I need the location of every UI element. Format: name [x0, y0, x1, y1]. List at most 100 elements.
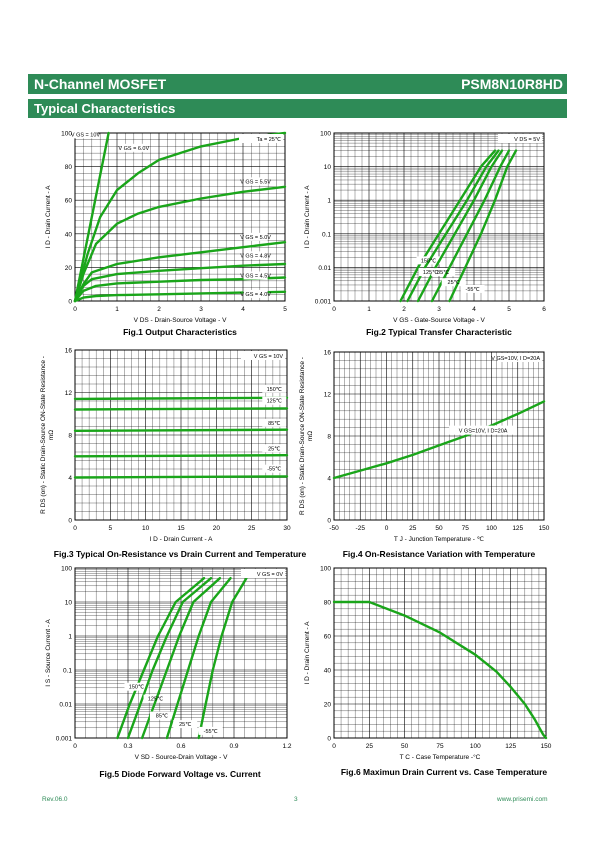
fig6-xtick: 50 — [401, 743, 409, 750]
fig5-ytick: 100 — [61, 566, 72, 573]
fig1-ytick: 0 — [68, 299, 72, 306]
fig3-series-1 — [73, 407, 289, 411]
fig1-annotation: Ta = 25℃ — [257, 137, 282, 143]
fig2-ytick: 100 — [320, 131, 331, 138]
fig1-series-label: V GS = 4.0V — [240, 292, 271, 298]
fig4-chart — [332, 351, 546, 521]
fig4-annotation-bg2 — [449, 425, 518, 435]
fig3-series-label: -55℃ — [267, 467, 282, 473]
fig6-xtick: 150 — [541, 743, 552, 750]
fig1-ytick: 100 — [61, 131, 72, 138]
fig1-series-4 — [73, 262, 287, 303]
fig3-xlabel: I D - Drain Current - A — [150, 536, 214, 543]
fig2-xtick: 0 — [332, 306, 336, 313]
fig3-ytick: 16 — [65, 348, 73, 355]
fig5-series-0 — [116, 577, 206, 740]
fig5-ytick: 10 — [65, 600, 73, 607]
fig5-caption: Fig.5 Diode Forward Voltage vs. Current — [99, 769, 261, 779]
fig4-ylabel: R DS (on) - Static Drain-Source ON-State… — [299, 357, 306, 515]
fig4-annotation-bg — [498, 353, 542, 362]
fig2-ylabel: I D - Drain Current - A — [304, 185, 311, 249]
fig1-xtick: 1 — [115, 306, 119, 313]
fig1-frame — [74, 132, 286, 302]
fig4-xtick: 25 — [409, 525, 417, 532]
fig1-caption: Fig.1 Output Characteristics — [123, 327, 237, 337]
fig6-ylabel: I D - Drain Current - A — [304, 621, 311, 685]
fig3-ytick: 4 — [68, 475, 72, 482]
fig1-xtick: 4 — [241, 306, 245, 313]
fig2-annotation: V DS = 5V — [514, 137, 540, 143]
fig5-ytick: 1 — [68, 634, 72, 641]
fig4-xtick: 0 — [385, 525, 389, 532]
fig1-series-label: V GS = 5.0V — [240, 235, 271, 241]
fig4-xtick: 75 — [462, 525, 470, 532]
fig5-annotation-bg — [241, 569, 285, 578]
fig1-ytick: 20 — [65, 265, 73, 272]
fig3-annotation-bg — [241, 351, 285, 360]
fig2-caption: Fig.2 Typical Transfer Characteristic — [366, 327, 512, 337]
fig2-xtick: 2 — [402, 306, 406, 313]
fig5-series-label: 125℃ — [148, 697, 164, 703]
fig6-frame — [333, 567, 547, 739]
fig3-xtick: 25 — [248, 525, 256, 532]
fig4-xtick: -25 — [356, 525, 366, 532]
fig2-series-label: 125℃ — [423, 270, 439, 276]
fig2-xtick: 3 — [437, 306, 441, 313]
fig4-ytick: 8 — [327, 434, 331, 441]
fig2-label-bg — [460, 284, 485, 293]
fig1-xtick: 3 — [199, 306, 203, 313]
fig2-ytick: 1 — [327, 198, 331, 205]
fig4-ylabel: mΩ — [307, 431, 314, 441]
fig2-series-3 — [430, 149, 511, 303]
fig6-ytick: 40 — [324, 668, 332, 675]
fig1-xlabel: V DS - Drain-Source Voltage - V — [134, 317, 228, 324]
fig1-label-bg — [243, 177, 268, 186]
fig1-series-label: V GS = 5.5V — [240, 179, 271, 185]
fig1-ytick: 40 — [65, 231, 73, 238]
fig5-series-label: -55℃ — [204, 729, 219, 735]
fig1-xtick: 2 — [157, 306, 161, 313]
fig5-xtick: 1.2 — [282, 743, 291, 750]
fig1-ytick: 80 — [65, 164, 73, 171]
fig1-series-0 — [73, 131, 110, 303]
fig1-series-label: V GS = 4.5V — [240, 273, 271, 279]
fig1-series-5 — [73, 276, 287, 303]
fig1-series-3 — [73, 240, 287, 303]
fig1-series-6 — [73, 290, 287, 303]
fig3-series-3 — [73, 454, 289, 458]
fig4-series-0 — [332, 400, 546, 480]
fig5-ytick: 0.01 — [59, 702, 72, 709]
fig5-series-4 — [197, 577, 248, 740]
fig1-series-label: V GS = 6.0V — [118, 146, 149, 152]
fig3-label-bg — [262, 396, 287, 405]
fig6-ytick: 0 — [327, 736, 331, 743]
fig3-series-2 — [73, 428, 289, 432]
fig5-ylabel: I S - Source Current - A — [45, 619, 52, 687]
fig6-xtick: 25 — [366, 743, 374, 750]
header-bar: N-Channel MOSFET PSM8N10R8HD — [28, 74, 567, 94]
fig1-annotation-bg — [239, 134, 283, 143]
fig6-chart — [332, 567, 548, 740]
fig5-series-3 — [165, 577, 232, 740]
fig3-series-label: 85℃ — [268, 421, 281, 427]
fig1-xtick: 5 — [283, 306, 287, 313]
fig3-ylabel: R DS (on) - Static Drain-Source ON-State… — [40, 356, 47, 514]
fig6-xtick: 125 — [505, 743, 516, 750]
fig2-series-4 — [448, 149, 518, 303]
fig1-label-bg — [243, 251, 268, 260]
fig2-series-label: 25℃ — [448, 280, 461, 286]
fig4-xtick: 100 — [486, 525, 497, 532]
fig2-annotation-bg — [498, 134, 542, 143]
fig3-label-bg — [262, 464, 287, 473]
fig3-xtick: 15 — [177, 525, 185, 532]
fig2-label-bg — [418, 268, 443, 277]
fig5-xtick: 0.9 — [229, 743, 238, 750]
fig5-frame — [74, 567, 288, 739]
fig5-label-bg — [173, 720, 198, 729]
header-title: N-Channel MOSFET — [34, 76, 167, 92]
fig5-annotation: V GS = 0V — [257, 572, 283, 578]
fig4-ytick: 4 — [327, 476, 331, 483]
fig5-xtick: 0.3 — [123, 743, 132, 750]
fig4-caption: Fig.4 On-Resistance Variation with Tempe… — [342, 549, 536, 559]
